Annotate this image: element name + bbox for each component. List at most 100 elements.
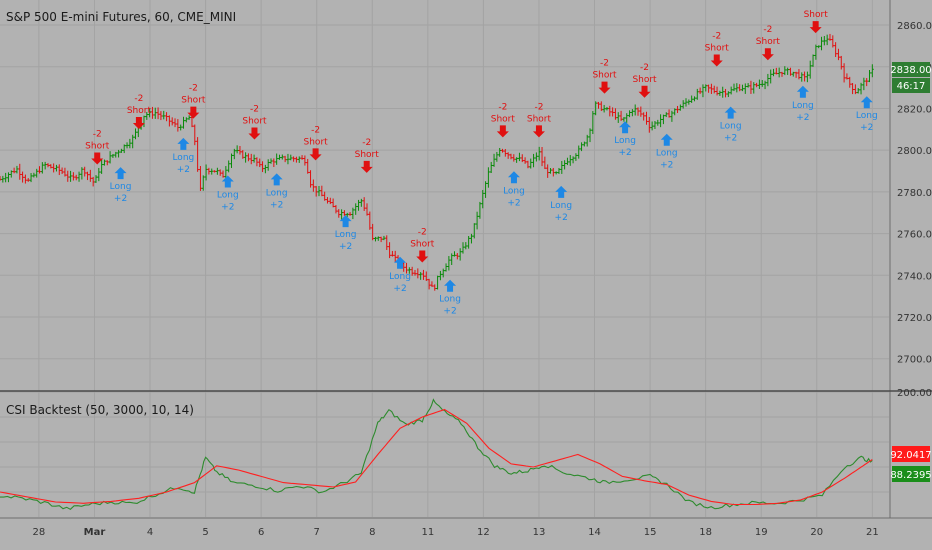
- price-bar: [128, 138, 132, 149]
- price-bar: [54, 164, 58, 172]
- price-bar: [6, 172, 10, 183]
- price-bar: [379, 236, 383, 243]
- time-tick-label: 6: [258, 527, 264, 538]
- price-bar: [43, 161, 47, 170]
- price-pane[interactable]: [0, 33, 874, 291]
- price-bar: [4, 172, 8, 183]
- short-signal: Short -2: [181, 84, 206, 119]
- price-bar: [619, 110, 623, 121]
- price-bar: [484, 181, 488, 198]
- price-bar: [836, 48, 840, 61]
- price-bar: [820, 36, 824, 51]
- price-bar: [359, 198, 363, 207]
- price-bar: [588, 128, 592, 143]
- price-bar: [340, 209, 344, 220]
- signal-label: Long: [720, 122, 742, 132]
- price-bar: [628, 110, 632, 118]
- price-bar: [676, 105, 680, 113]
- price-bar: [266, 159, 270, 171]
- price-bar: [88, 169, 92, 182]
- price-bar: [286, 153, 290, 165]
- price-bar: [647, 117, 651, 133]
- price-bar: [709, 83, 713, 94]
- price-bar: [119, 148, 123, 153]
- price-bar: [365, 203, 369, 216]
- price-bar: [60, 167, 64, 175]
- price-bar: [596, 101, 600, 109]
- price-bar: [464, 242, 468, 250]
- price-bar: [255, 157, 259, 167]
- price-bar: [667, 109, 671, 118]
- time-axis[interactable]: 28 Mar 4 5 6 7 8 11 12 13 14 15 18 19 20 21: [33, 527, 879, 538]
- price-bar: [469, 233, 473, 244]
- short-arrow-icon: [638, 85, 651, 98]
- price-bar: [772, 68, 776, 77]
- price-bar: [213, 170, 217, 173]
- price-bar: [52, 163, 56, 173]
- price-tick-label: 2780.00: [897, 188, 932, 199]
- price-bar: [865, 78, 869, 87]
- time-tick-label: 13: [533, 527, 546, 538]
- price-bar: [729, 86, 733, 95]
- price-tick-label: 2860.00: [897, 21, 932, 32]
- price-bar: [450, 253, 454, 265]
- price-bar: [83, 166, 87, 177]
- signal-label: Short: [632, 75, 657, 85]
- time-tick-label: 14: [588, 527, 601, 538]
- price-bar: [461, 242, 465, 254]
- short-arrow-icon: [132, 117, 145, 130]
- grid-lines: [0, 0, 889, 517]
- short-signal: Short: [804, 10, 828, 34]
- long-signal: Long +2: [550, 185, 572, 223]
- long-signal: Long +2: [217, 175, 239, 212]
- price-bar: [585, 134, 589, 147]
- price-bar: [788, 67, 792, 76]
- long-signal: Long +2: [503, 171, 525, 208]
- price-bar: [229, 153, 233, 168]
- signal-qty: +2: [860, 123, 873, 133]
- signal-label: Long: [439, 295, 461, 305]
- price-bar: [292, 156, 296, 162]
- short-arrow-icon: [598, 81, 611, 94]
- price-bar: [622, 117, 626, 122]
- price-bar: [537, 146, 541, 161]
- price-bar: [540, 147, 544, 167]
- short-arrow-icon: [91, 152, 104, 165]
- short-arrow-icon: [710, 54, 723, 67]
- price-bar: [684, 98, 688, 107]
- signal-qty: -2: [498, 102, 507, 112]
- price-bar: [797, 69, 801, 80]
- price-bar: [74, 174, 78, 181]
- time-tick-label: 18: [699, 527, 712, 538]
- signal-label: Long: [614, 136, 636, 146]
- signal-label: Short: [410, 240, 435, 250]
- price-bar: [498, 147, 502, 157]
- price-bar: [246, 153, 250, 162]
- signal-qty: -2: [362, 138, 371, 148]
- long-signal: Long +2: [172, 137, 194, 175]
- price-bar: [690, 95, 694, 103]
- price-bar: [568, 155, 572, 166]
- signal-label: Long: [335, 230, 357, 240]
- price-bar: [489, 161, 493, 173]
- price-bar: [766, 73, 770, 87]
- price-bar: [447, 256, 451, 271]
- price-bar: [760, 80, 764, 87]
- price-bar: [774, 67, 778, 75]
- price-bar: [455, 253, 459, 260]
- signal-qty: -2: [640, 63, 649, 73]
- indicator-pane[interactable]: [0, 398, 873, 510]
- price-bar: [46, 163, 50, 168]
- price-bar: [145, 111, 149, 120]
- price-bar: [825, 34, 829, 46]
- signal-qty: -2: [763, 25, 772, 35]
- indicator-axis[interactable]: 200.0000: [897, 388, 932, 399]
- price-bar: [501, 148, 505, 153]
- price-bar: [650, 121, 654, 131]
- price-bar: [385, 235, 389, 251]
- long-arrow-icon: [507, 171, 520, 184]
- price-bar: [40, 162, 44, 174]
- price-bar: [458, 248, 462, 261]
- price-bar: [342, 210, 346, 216]
